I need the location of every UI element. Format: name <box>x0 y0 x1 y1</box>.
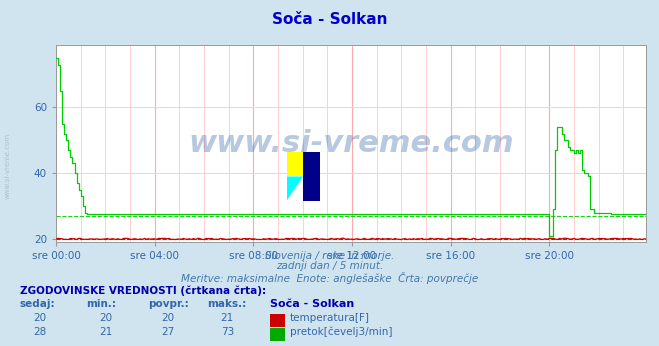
Text: Slovenija / reke in morje.: Slovenija / reke in morje. <box>265 251 394 261</box>
Text: 20: 20 <box>161 313 175 323</box>
Text: maks.:: maks.: <box>208 299 247 309</box>
Text: ZGODOVINSKE VREDNOSTI (črtkana črta):: ZGODOVINSKE VREDNOSTI (črtkana črta): <box>20 285 266 296</box>
Text: www.si-vreme.com: www.si-vreme.com <box>5 133 11 199</box>
Text: min.:: min.: <box>86 299 116 309</box>
Text: 21: 21 <box>221 313 234 323</box>
Text: pretok[čevelj3/min]: pretok[čevelj3/min] <box>290 327 393 337</box>
Text: www.si-vreme.com: www.si-vreme.com <box>188 129 514 158</box>
Text: 28: 28 <box>33 327 46 337</box>
Polygon shape <box>303 152 320 201</box>
Text: Soča - Solkan: Soča - Solkan <box>270 299 355 309</box>
Text: 21: 21 <box>99 327 112 337</box>
Text: 27: 27 <box>161 327 175 337</box>
Text: zadnji dan / 5 minut.: zadnji dan / 5 minut. <box>276 261 383 271</box>
Text: Soča - Solkan: Soča - Solkan <box>272 12 387 27</box>
Text: Meritve: maksimalne  Enote: anglešaške  Črta: povprečje: Meritve: maksimalne Enote: anglešaške Čr… <box>181 272 478 284</box>
Text: 20: 20 <box>33 313 46 323</box>
Text: temperatura[F]: temperatura[F] <box>290 313 370 323</box>
Text: povpr.:: povpr.: <box>148 299 189 309</box>
Text: 20: 20 <box>99 313 112 323</box>
Bar <box>287 152 303 176</box>
Text: 73: 73 <box>221 327 234 337</box>
Text: sedaj:: sedaj: <box>20 299 55 309</box>
Polygon shape <box>287 176 303 201</box>
